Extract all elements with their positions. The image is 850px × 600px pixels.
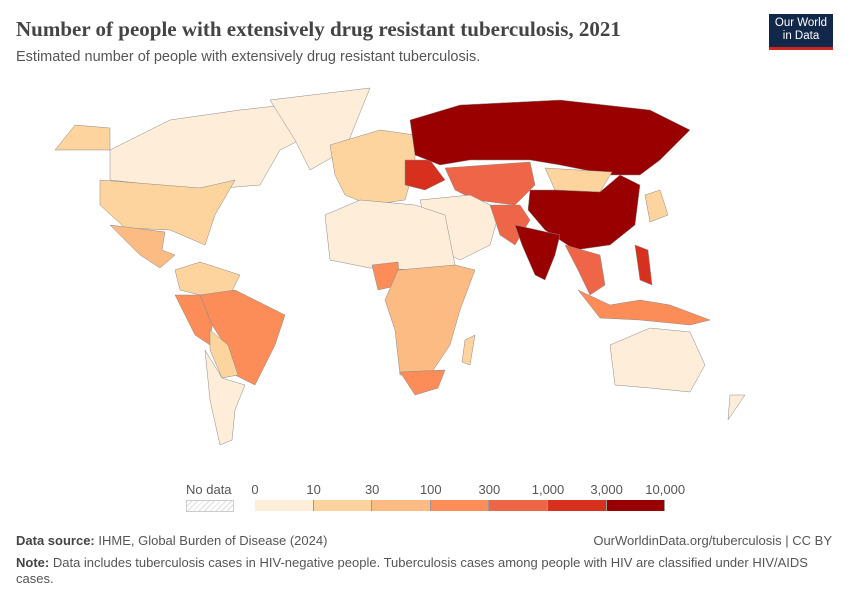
- legend-tick-label: 10,000: [645, 482, 686, 497]
- region-australia[interactable]: [609, 327, 706, 393]
- region-japan[interactable]: [644, 189, 669, 223]
- region-new-zealand[interactable]: [727, 394, 746, 421]
- owid-logo[interactable]: Our World in Data: [769, 14, 833, 50]
- chart-title: Number of people with extensively drug r…: [16, 17, 621, 41]
- legend-tick-label: 10: [306, 482, 321, 497]
- note: Note: Data includes tuberculosis cases i…: [16, 555, 826, 587]
- legend-bin[interactable]: [430, 500, 490, 511]
- region-brazil[interactable]: [199, 289, 286, 386]
- legend-bin[interactable]: [372, 500, 431, 511]
- region-central-east-africa[interactable]: [384, 264, 476, 376]
- legend-bin[interactable]: [489, 500, 548, 511]
- region-alaska[interactable]: [54, 124, 111, 151]
- data-source: Data source: IHME, Global Burden of Dise…: [16, 533, 327, 548]
- region-india[interactable]: [514, 224, 561, 281]
- region-madagascar[interactable]: [461, 334, 476, 366]
- chart-subtitle: Estimated number of people with extensiv…: [16, 49, 481, 65]
- region-russia[interactable]: [409, 99, 691, 176]
- world-map: [54, 87, 746, 446]
- region-mongolia[interactable]: [544, 167, 613, 193]
- legend-bin[interactable]: [548, 500, 607, 511]
- no-data-label: No data: [186, 482, 232, 497]
- legend-tick-label: 0: [251, 482, 259, 497]
- legend-bin[interactable]: [313, 500, 373, 511]
- source-label: Data source:: [16, 533, 95, 548]
- legend-bin[interactable]: [255, 500, 314, 511]
- region-usa[interactable]: [99, 179, 236, 246]
- region-mexico[interactable]: [109, 224, 176, 269]
- note-text: Data includes tuberculosis cases in HIV-…: [16, 555, 808, 586]
- legend-tick-label: 30: [364, 482, 380, 497]
- logo-line-1: Our World: [774, 17, 828, 29]
- region-china[interactable]: [527, 174, 641, 251]
- legend-tick-label: 1,000: [531, 482, 565, 497]
- legend-tick-label: 100: [419, 482, 442, 497]
- source-text[interactable]: IHME, Global Burden of Disease (2024): [98, 533, 328, 548]
- region-ukraine-belarus[interactable]: [404, 159, 446, 191]
- region-bolivia-paraguay[interactable]: [209, 329, 239, 379]
- legend-tick-label: 300: [478, 482, 501, 497]
- legend-tick-label: 3,000: [590, 482, 623, 497]
- region-philippines[interactable]: [634, 244, 653, 286]
- logo-line-2: in Data: [782, 30, 820, 42]
- region-europe[interactable]: [329, 129, 416, 206]
- source-url[interactable]: OurWorldinData.org/tuberculosis | CC BY: [593, 533, 832, 548]
- region-indonesia[interactable]: [577, 289, 711, 326]
- note-label: Note:: [16, 555, 50, 570]
- legend-bin[interactable]: [606, 500, 666, 511]
- region-southeast-asia[interactable]: [564, 244, 606, 296]
- region-northern-south-america[interactable]: [174, 261, 241, 296]
- region-southern-africa[interactable]: [399, 369, 446, 396]
- no-data-swatch[interactable]: [186, 500, 234, 512]
- region-argentina-chile[interactable]: [204, 349, 246, 446]
